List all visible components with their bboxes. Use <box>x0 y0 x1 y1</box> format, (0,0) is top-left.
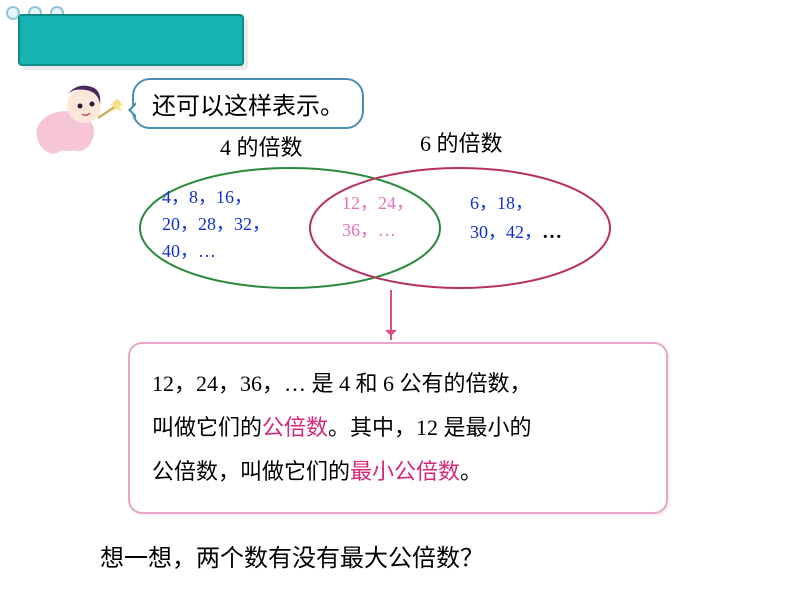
speech-text: 还可以这样表示。 <box>152 94 344 120</box>
fairy-illustration <box>26 76 126 156</box>
header-banner <box>18 14 244 66</box>
speech-bubble: 还可以这样表示。 <box>132 78 364 129</box>
highlight-zuixiaogongbeishu: 最小公倍数 <box>350 459 460 484</box>
explain-seg4: 公倍数，叫做它们的 <box>152 459 350 484</box>
arrow-down <box>390 290 392 340</box>
explain-seg5: 。 <box>460 459 482 484</box>
venn-diagram: 4 的倍数 6 的倍数 4，8，16， 20，28，32， 40，… 12，24… <box>130 130 680 310</box>
question-text: 想一想，两个数有没有最大公倍数？ <box>100 538 484 573</box>
explain-seg1: 12，24，36，… 是 4 和 6 公有的倍数， <box>152 371 532 396</box>
highlight-gongbeishu: 公倍数 <box>262 415 328 440</box>
explanation-box: 12，24，36，… 是 4 和 6 公有的倍数， 叫做它们的公倍数。其中，12… <box>128 342 668 514</box>
explain-seg2: 叫做它们的 <box>152 415 262 440</box>
venn-left-set: 4，8，16， 20，28，32， 40，… <box>162 184 342 265</box>
explain-seg3: 。其中，12 是最小的 <box>328 415 532 440</box>
venn-right-label: 6 的倍数 <box>420 126 503 158</box>
venn-intersection-set: 12，24， 36，… <box>342 190 452 244</box>
venn-right-set: 6，18， 30，42，… <box>470 190 640 247</box>
